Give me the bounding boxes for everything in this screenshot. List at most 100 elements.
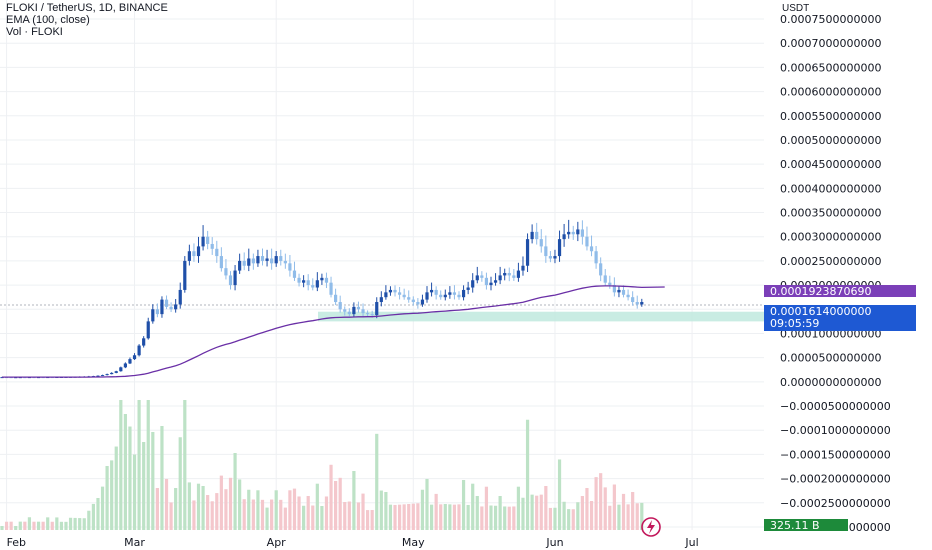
candle-body xyxy=(603,275,607,283)
candle-body xyxy=(521,265,525,271)
candle-body xyxy=(434,289,438,295)
volume-bar xyxy=(110,460,114,530)
candle-body xyxy=(224,268,228,276)
volume-bar xyxy=(256,490,260,530)
candle-body xyxy=(343,309,347,312)
volume-bar xyxy=(91,503,95,530)
price-tick-label: 0.0005000000000 xyxy=(780,134,881,147)
volume-bar xyxy=(174,488,178,530)
candle-body xyxy=(457,294,461,298)
candle-body xyxy=(489,282,493,286)
candle-body xyxy=(196,246,201,257)
volume-bar xyxy=(233,453,237,530)
candle-body xyxy=(160,299,164,315)
volume-bar xyxy=(283,507,287,530)
price-tick-label: 0.0007000000000 xyxy=(780,37,881,50)
candle-body xyxy=(443,294,447,298)
volume-bar xyxy=(457,504,461,530)
candle-body xyxy=(553,256,557,259)
candle-body xyxy=(617,289,621,293)
time-tick-label: Jun xyxy=(545,536,563,549)
candle-body xyxy=(210,243,214,249)
candle-body xyxy=(247,258,251,266)
volume-bar xyxy=(429,504,434,530)
volume-bar xyxy=(338,477,342,530)
candle-body xyxy=(557,239,562,257)
time-tick-label: Jul xyxy=(684,536,698,549)
volume-bar xyxy=(352,471,356,530)
volume-bar xyxy=(41,521,45,530)
candle-body xyxy=(539,239,543,247)
volume-bar xyxy=(55,517,59,530)
volume-bar xyxy=(265,507,269,530)
candle-body xyxy=(242,260,246,266)
candle-body xyxy=(320,277,324,281)
volume-bar xyxy=(617,504,621,530)
volume-bar xyxy=(215,493,219,530)
candle-body xyxy=(114,371,118,373)
volume-bar xyxy=(407,504,411,530)
time-tick-label: May xyxy=(402,536,425,549)
volume-bar xyxy=(640,502,644,530)
volume-legend[interactable]: Vol · FLOKI xyxy=(6,26,63,38)
volume-bar xyxy=(471,483,475,530)
candle-body xyxy=(631,297,635,303)
volume-bar xyxy=(64,521,68,530)
candle-body xyxy=(612,285,616,293)
candle-body xyxy=(155,309,159,315)
candle-body xyxy=(260,256,265,261)
candle-body xyxy=(503,273,507,276)
volume-bar xyxy=(576,502,580,530)
candle-body xyxy=(169,306,173,310)
volume-bar xyxy=(535,495,539,530)
volume-bar xyxy=(247,489,251,530)
candle-body xyxy=(270,258,274,264)
volume-bar xyxy=(146,400,150,530)
candle-body xyxy=(621,289,626,295)
volume-bar xyxy=(128,426,132,530)
candle-body xyxy=(589,246,594,252)
candle-body xyxy=(626,294,630,298)
price-tick-label: −0.0001500000000 xyxy=(780,448,891,461)
candle-body xyxy=(315,280,319,288)
candle-body xyxy=(338,302,342,310)
symbol-title[interactable]: FLOKI / TetherUS, 1D, BINANCE xyxy=(6,2,168,14)
candle-body xyxy=(347,311,351,315)
volume-bar xyxy=(260,499,265,530)
volume-bar xyxy=(361,493,365,530)
candle-body xyxy=(0,377,4,379)
volume-bar xyxy=(251,499,255,530)
volume-bar xyxy=(585,488,589,530)
candle-body xyxy=(256,256,260,264)
volume-bar xyxy=(621,493,626,530)
volume-bar xyxy=(119,400,123,530)
candle-body xyxy=(580,229,584,237)
volume-bar xyxy=(274,490,278,530)
candle-body xyxy=(201,236,205,247)
candle-body xyxy=(493,280,498,283)
candle-body xyxy=(370,314,374,316)
candle-body xyxy=(640,302,644,305)
candle-body xyxy=(571,231,575,235)
candle-body xyxy=(397,292,402,295)
candle-body xyxy=(283,260,287,264)
candle-body xyxy=(361,309,365,314)
time-axis: Feb Mar Apr May Jun Jul xyxy=(7,536,699,549)
ema-legend[interactable]: EMA (100, close) xyxy=(6,14,90,26)
candle-body xyxy=(297,277,301,283)
candle-body xyxy=(375,302,379,316)
volume-bar xyxy=(196,483,201,530)
volume-bar xyxy=(68,517,73,530)
volume-bar xyxy=(425,478,429,530)
candle-body xyxy=(411,299,415,303)
volume-bar xyxy=(484,486,489,530)
candle-body xyxy=(302,280,306,283)
volume-bar xyxy=(206,495,210,530)
candle-body xyxy=(306,280,310,286)
candle-body xyxy=(183,260,187,290)
candle-body xyxy=(429,289,434,293)
volume-bar xyxy=(329,464,333,530)
lightning-logo-icon[interactable] xyxy=(640,516,662,538)
volume-bar xyxy=(306,496,310,530)
